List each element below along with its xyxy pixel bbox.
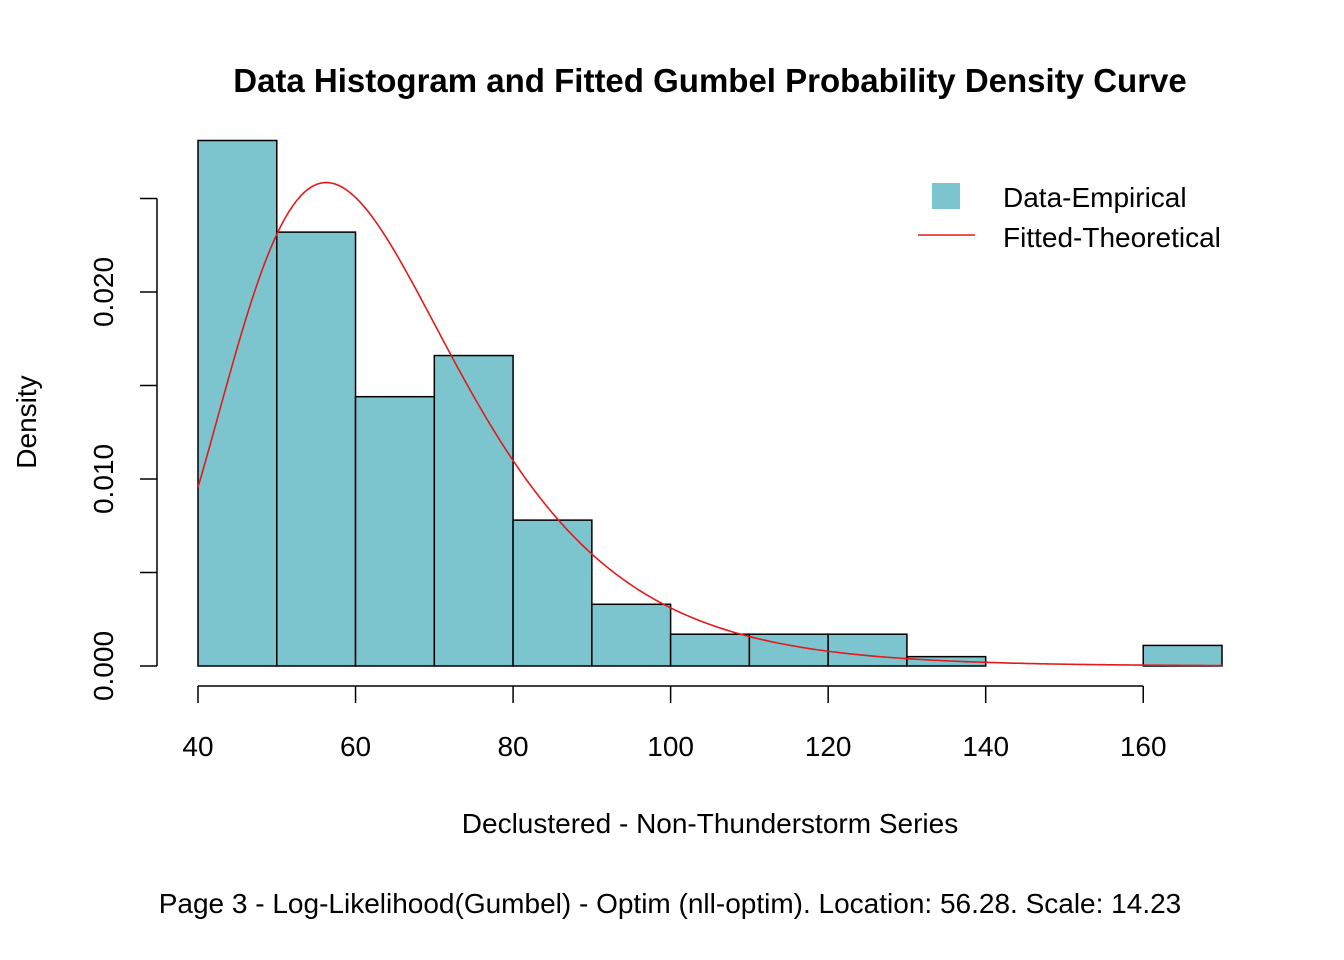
chart-title: Data Histogram and Fitted Gumbel Probabi… xyxy=(233,62,1187,99)
x-tick-label: 160 xyxy=(1120,731,1167,762)
x-tick-label: 140 xyxy=(962,731,1009,762)
y-axis-label: Density xyxy=(11,375,42,468)
histogram-bar-1 xyxy=(276,231,357,667)
x-tick-label: 40 xyxy=(182,731,213,762)
histogram-bar-4 xyxy=(512,519,593,667)
x-tick-label: 100 xyxy=(647,731,694,762)
y-tick-label: 0.000 xyxy=(88,631,119,701)
x-tick-label: 80 xyxy=(497,731,528,762)
x-tick-label: 60 xyxy=(340,731,371,762)
histogram-bar-6 xyxy=(669,633,751,667)
x-axis-label: Declustered - Non-Thunderstorm Series xyxy=(462,808,958,839)
legend-label-data-empirical: Data-Empirical xyxy=(1003,182,1187,213)
legend-swatch-data-empirical xyxy=(932,183,960,209)
y-tick-label: 0.020 xyxy=(88,257,119,327)
histogram-bar-2 xyxy=(354,395,436,667)
legend: Data-Empirical Fitted-Theoretical xyxy=(918,182,1221,253)
y-tick-label: 0.010 xyxy=(88,444,119,514)
histogram-bar-0 xyxy=(197,139,278,667)
histogram-bar-5 xyxy=(591,603,672,667)
x-axis: 40 60 80 100 120 140 160 xyxy=(182,685,1167,762)
y-axis: 0.000 0.010 0.020 xyxy=(88,197,158,701)
histogram-bar-3 xyxy=(433,354,514,667)
histogram-bar-12 xyxy=(1142,644,1223,667)
x-tick-label: 120 xyxy=(805,731,852,762)
fitted-density-curve xyxy=(197,181,1223,667)
histogram-bar-8 xyxy=(827,633,908,667)
histogram-bars xyxy=(197,139,1223,667)
chart-subtitle: Page 3 - Log-Likelihood(Gumbel) - Optim … xyxy=(159,888,1182,919)
legend-label-fitted-theoretical: Fitted-Theoretical xyxy=(1003,222,1221,253)
